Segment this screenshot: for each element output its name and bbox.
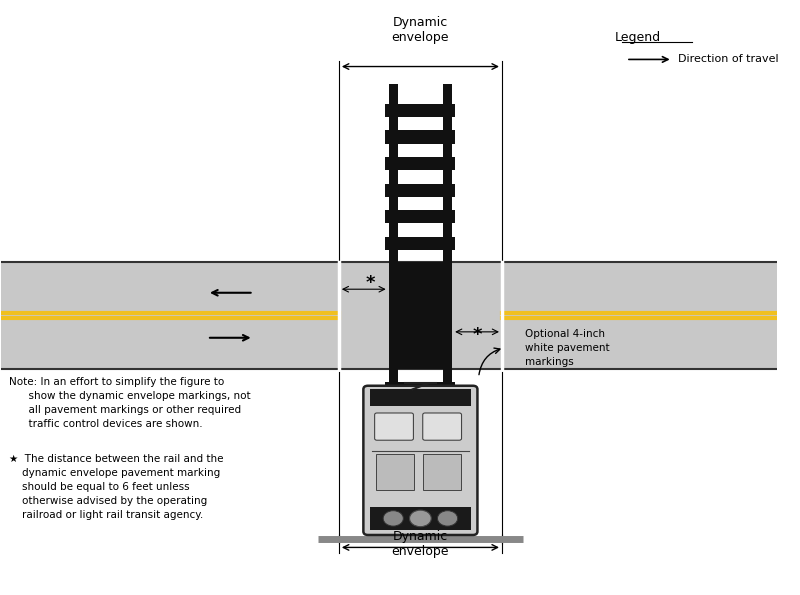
Bar [2, 262, 778, 368]
Text: Dynamic
envelope: Dynamic envelope [392, 16, 449, 44]
Text: Optional 4-inch
white pavement
markings: Optional 4-inch white pavement markings [525, 329, 610, 367]
Bar [386, 157, 455, 170]
Bar [386, 382, 455, 395]
Bar [389, 84, 398, 534]
Text: *: * [473, 326, 482, 344]
Bar [386, 211, 455, 224]
Text: Legend: Legend [614, 31, 661, 44]
Bar [386, 184, 455, 197]
Bar [386, 104, 455, 117]
Bar [443, 84, 452, 534]
Text: *: * [366, 274, 375, 292]
Text: ★  The distance between the rail and the
    dynamic envelope pavement marking
 : ★ The distance between the rail and the … [9, 455, 224, 521]
Bar [386, 462, 455, 475]
Bar [422, 455, 461, 490]
FancyBboxPatch shape [363, 386, 478, 535]
Text: Dynamic
envelope: Dynamic envelope [392, 530, 449, 558]
Bar [370, 506, 471, 530]
Bar [386, 436, 455, 449]
Circle shape [438, 511, 458, 526]
Text: Note: In an effort to simplify the figure to
      show the dynamic envelope mar: Note: In an effort to simplify the figur… [9, 377, 250, 430]
Circle shape [410, 510, 431, 527]
Bar [370, 389, 471, 406]
Bar [389, 262, 452, 368]
FancyBboxPatch shape [374, 413, 414, 440]
Bar [376, 455, 414, 490]
Text: Direction of travel: Direction of travel [678, 54, 778, 64]
Bar [386, 237, 455, 250]
Bar [386, 409, 455, 422]
Bar [386, 488, 455, 502]
FancyBboxPatch shape [422, 413, 462, 440]
Circle shape [383, 511, 403, 526]
Bar [386, 130, 455, 143]
